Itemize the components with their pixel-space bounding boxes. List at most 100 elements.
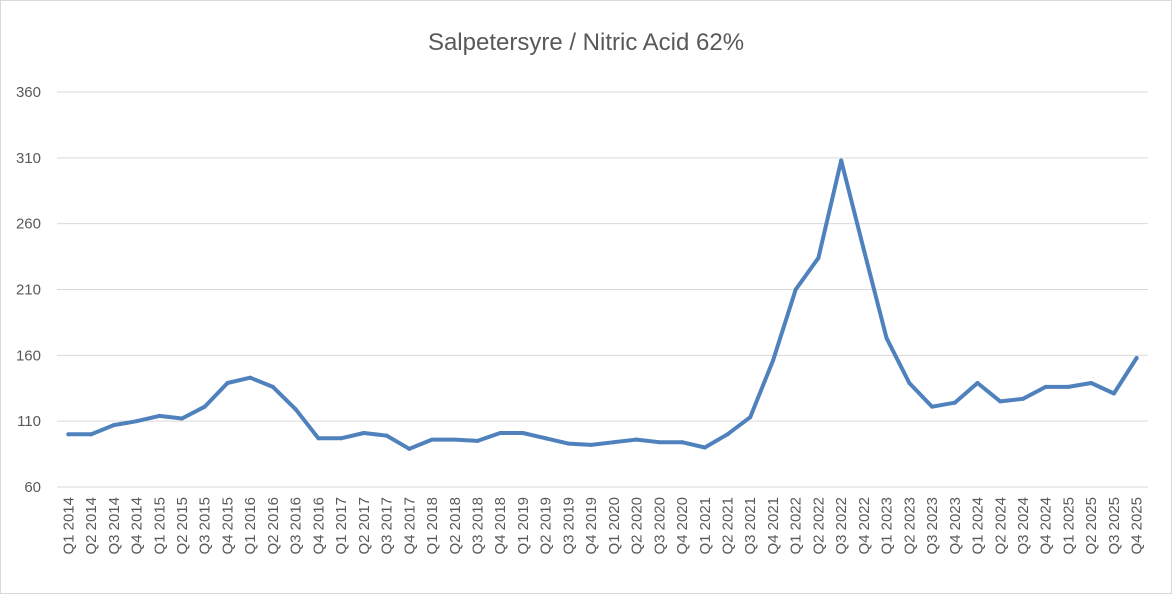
x-tick-label: Q2 2018 <box>447 497 464 555</box>
x-tick-label: Q2 2016 <box>265 497 282 555</box>
data-point <box>907 380 912 385</box>
x-tick-label: Q1 2021 <box>697 497 714 555</box>
data-point <box>611 440 616 445</box>
data-point <box>316 436 321 441</box>
data-point <box>1134 355 1139 360</box>
x-tick-label: Q3 2018 <box>469 497 486 555</box>
y-tick-label: 210 <box>16 282 41 299</box>
x-tick-label: Q3 2021 <box>742 497 759 555</box>
x-tick-label: Q4 2024 <box>1038 497 1055 555</box>
data-point <box>1111 391 1116 396</box>
data-point <box>748 415 753 420</box>
data-point <box>793 287 798 292</box>
data-point <box>839 158 844 163</box>
x-tick-label: Q1 2020 <box>606 497 623 555</box>
data-point <box>1043 384 1048 389</box>
y-tick-label: 110 <box>17 413 41 430</box>
data-point <box>1066 384 1071 389</box>
data-point <box>816 255 821 260</box>
x-tick-label: Q4 2018 <box>492 497 509 555</box>
x-tick-label: Q2 2022 <box>810 497 827 555</box>
x-tick-label: Q1 2023 <box>879 497 896 555</box>
x-tick-label: Q4 2020 <box>674 497 691 555</box>
data-point <box>520 431 525 436</box>
x-tick-label: Q3 2023 <box>924 497 941 555</box>
x-tick-label: Q2 2024 <box>992 497 1009 555</box>
data-point <box>134 419 139 424</box>
data-point <box>407 446 412 451</box>
x-tick-label: Q1 2015 <box>151 497 168 555</box>
chart-title: Salpetersyre / Nitric Acid 62% <box>427 29 745 56</box>
data-point <box>270 384 275 389</box>
x-tick-label: Q2 2023 <box>901 497 918 555</box>
data-point <box>725 432 730 437</box>
x-tick-label: Q2 2025 <box>1083 497 1100 555</box>
data-point <box>89 432 94 437</box>
data-point <box>566 441 571 446</box>
data-point <box>884 336 889 341</box>
x-tick-label: Q1 2024 <box>970 497 987 555</box>
data-point <box>975 380 980 385</box>
x-tick-label: Q4 2016 <box>310 497 327 555</box>
x-tick-label: Q3 2014 <box>106 497 123 555</box>
x-tick-label: Q3 2024 <box>1015 497 1032 555</box>
x-tick-label: Q1 2014 <box>60 497 77 555</box>
data-point <box>180 416 185 421</box>
x-tick-label: Q4 2023 <box>947 497 964 555</box>
x-tick-label: Q2 2019 <box>538 497 555 555</box>
x-tick-label: Q1 2018 <box>424 497 441 555</box>
data-point <box>930 404 935 409</box>
data-point <box>498 431 503 436</box>
x-tick-label: Q4 2015 <box>219 497 236 555</box>
x-tick-label: Q3 2017 <box>379 497 396 555</box>
x-tick-label: Q3 2020 <box>651 497 668 555</box>
data-point <box>66 432 71 437</box>
x-tick-label: Q3 2022 <box>833 497 850 555</box>
data-point <box>657 440 662 445</box>
x-tick-label: Q2 2020 <box>629 497 646 555</box>
x-tick-label: Q3 2025 <box>1106 497 1123 555</box>
x-tick-label: Q3 2016 <box>288 497 305 555</box>
data-point <box>702 445 707 450</box>
data-point <box>157 413 162 418</box>
y-tick-label: 310 <box>16 150 41 167</box>
y-tick-label: 60 <box>24 479 41 496</box>
data-point <box>430 437 435 442</box>
x-tick-label: Q1 2019 <box>515 497 532 555</box>
x-tick-label: Q4 2022 <box>856 497 873 555</box>
data-point <box>293 407 298 412</box>
data-point <box>1020 396 1025 401</box>
data-point <box>861 248 866 252</box>
data-point <box>225 380 230 385</box>
data-point <box>770 358 775 363</box>
data-point <box>1089 380 1094 385</box>
x-tick-label: Q1 2025 <box>1060 497 1077 555</box>
x-tick-label: Q1 2022 <box>788 497 805 555</box>
y-tick-label: 260 <box>16 216 41 233</box>
data-point <box>248 375 253 380</box>
data-point <box>452 437 457 442</box>
data-point <box>680 440 685 445</box>
x-tick-label: Q2 2021 <box>720 497 737 555</box>
y-tick-label: 360 <box>16 84 41 101</box>
data-point <box>475 438 480 443</box>
data-point <box>384 433 389 438</box>
data-point <box>361 431 366 436</box>
x-tick-label: Q4 2025 <box>1129 497 1146 555</box>
data-point <box>589 442 594 447</box>
data-point <box>202 404 207 409</box>
x-tick-label: Q4 2017 <box>401 497 418 555</box>
x-tick-label: Q1 2016 <box>242 497 259 555</box>
data-point <box>111 423 116 428</box>
data-point <box>634 437 639 442</box>
data-point <box>952 400 957 405</box>
data-point <box>543 436 548 441</box>
x-tick-label: Q4 2019 <box>583 497 600 555</box>
data-point <box>998 399 1003 404</box>
x-tick-label: Q2 2014 <box>83 497 100 555</box>
x-tick-label: Q2 2015 <box>174 497 191 555</box>
data-point <box>339 436 344 441</box>
series-line <box>66 158 1139 451</box>
